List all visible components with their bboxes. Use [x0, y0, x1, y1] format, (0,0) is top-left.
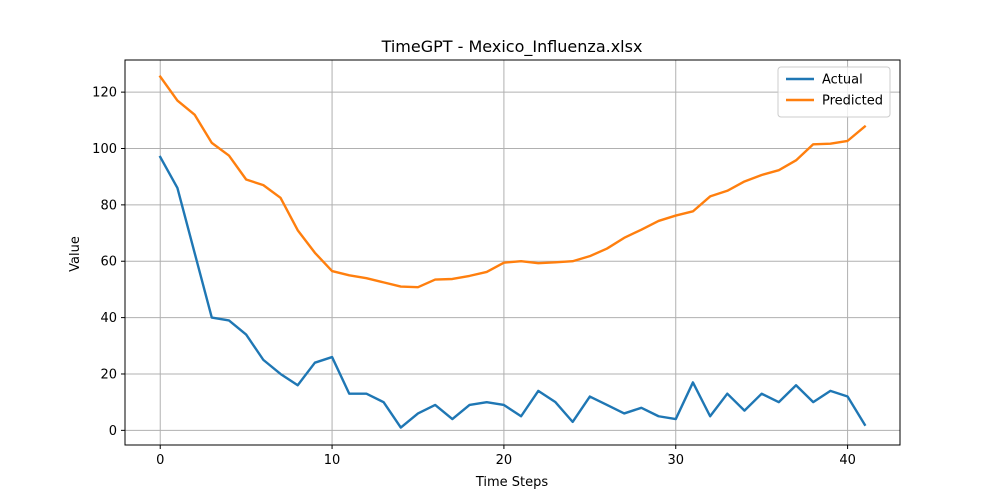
y-tick-label: 0: [109, 424, 117, 439]
y-tick-label: 80: [100, 198, 117, 213]
series-line-actual: [158, 155, 867, 429]
y-tick-label: 120: [92, 86, 117, 101]
x-tick-label: 10: [324, 453, 341, 468]
y-axis-label: Value: [68, 236, 83, 272]
axis-ticks: 0 10 20 30 40 0 20 40 60 80 100 120: [92, 86, 856, 468]
x-tick-label: 40: [839, 453, 856, 468]
y-tick-label: 20: [100, 367, 117, 382]
y-tick-label: 60: [100, 255, 117, 270]
series-lines: [158, 74, 867, 429]
legend-label-actual: Actual: [822, 73, 863, 88]
plot-frame: [124, 59, 901, 446]
y-tick-label: 40: [100, 311, 117, 326]
series-line-predicted: [158, 74, 867, 289]
x-tick-label: 0: [156, 453, 164, 468]
legend: Actual Predicted: [777, 66, 891, 118]
x-tick-label: 20: [496, 453, 513, 468]
grid-lines: [125, 60, 900, 445]
x-axis-label: Time Steps: [475, 475, 549, 490]
legend-label-predicted: Predicted: [822, 94, 883, 109]
x-tick-label: 30: [667, 453, 684, 468]
chart-title: TimeGPT - Mexico_Influenza.xlsx: [381, 37, 643, 57]
y-tick-label: 100: [92, 142, 117, 157]
